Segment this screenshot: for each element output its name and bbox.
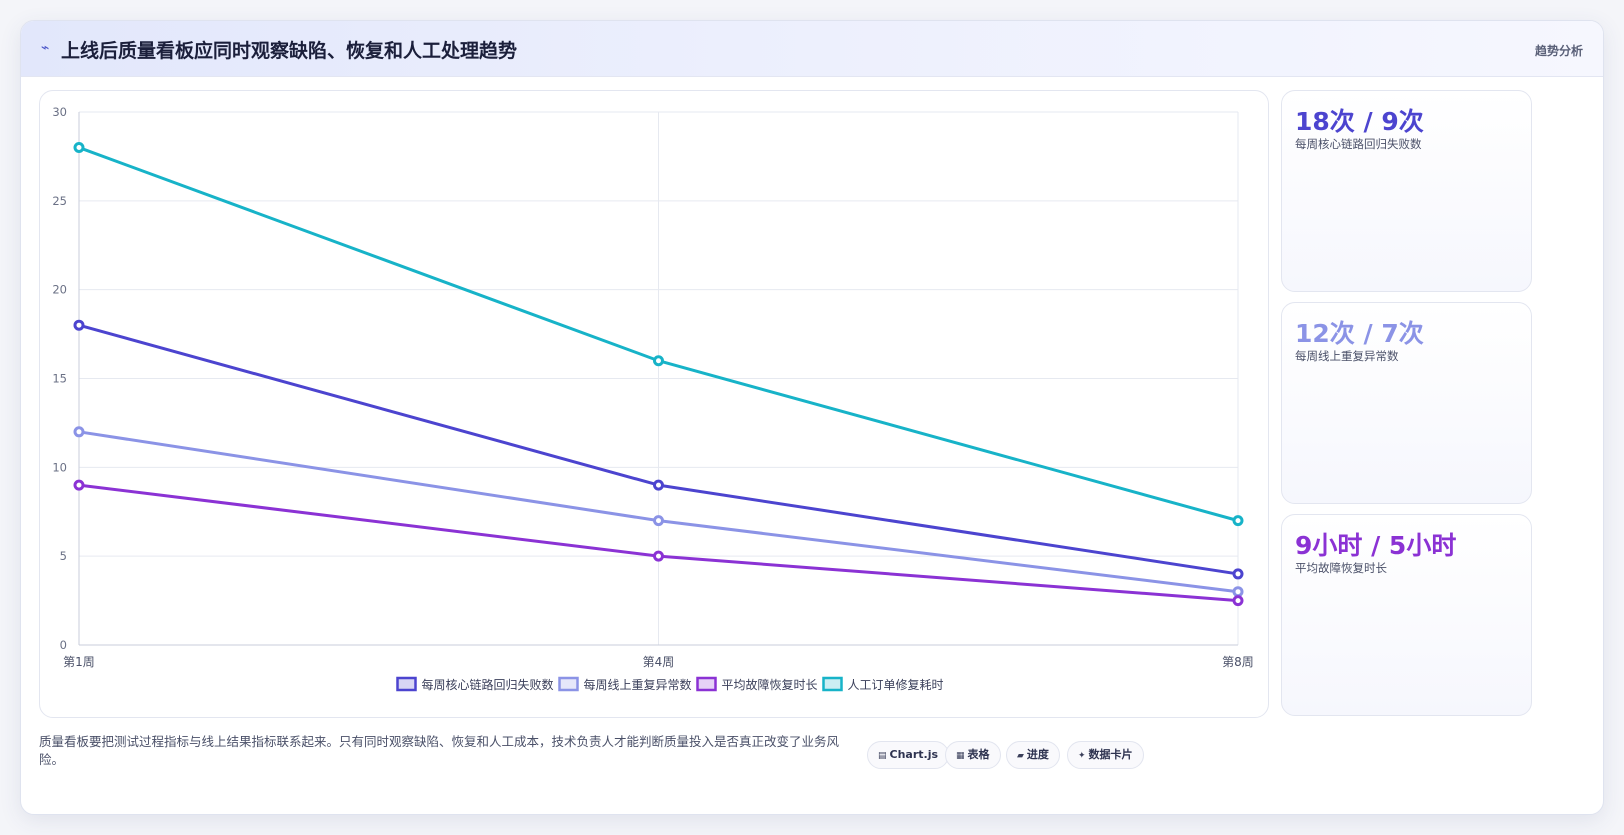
data-point xyxy=(1232,568,1244,580)
data-point xyxy=(653,355,664,367)
x-tick-label: 第8周 xyxy=(1222,655,1254,669)
legend-label: 平均故障恢复时长 xyxy=(722,677,818,692)
dashboard-card: ⌁ 上线后质量看板应同时观察缺陷、恢复和人工处理趋势 趋势分析 0 5 10 15 20… xyxy=(20,20,1604,815)
sparkle-icon: ✦ xyxy=(1078,751,1086,761)
chip-label: 表格 xyxy=(967,748,990,761)
y-tick-label: 15 xyxy=(52,372,67,386)
legend-swatch xyxy=(558,676,579,692)
table-icon: ▦ xyxy=(956,751,965,761)
chip-label: 数据卡片 xyxy=(1088,748,1133,761)
legend-swatch xyxy=(396,676,417,692)
x-tick-label: 第1周 xyxy=(63,655,95,669)
y-tick-label: 20 xyxy=(52,283,67,297)
chart-panel: 0 5 10 15 20 25 30 第1周 第4周 第8周每周核心链路回归失败数 每周线上重复异常… xyxy=(39,90,1269,718)
data-point xyxy=(1232,586,1244,598)
card-header: ⌁ 上线后质量看板应同时观察缺陷、恢复和人工处理趋势 趋势分析 xyxy=(21,21,1603,77)
kpi-value: 9小时 / 5小时 xyxy=(1295,531,1457,560)
progress-icon: ▰ xyxy=(1017,751,1024,761)
kpi-card-regression-failures: 18次 / 9次 每周核心链路回归失败数 xyxy=(1281,90,1532,292)
y-tick-label: 10 xyxy=(52,460,67,474)
data-point xyxy=(73,142,85,154)
data-point xyxy=(653,550,664,562)
chip-label: 进度 xyxy=(1026,748,1049,761)
data-point xyxy=(73,319,85,331)
data-point xyxy=(1232,515,1244,527)
trend-analysis-tag: 趋势分析 xyxy=(1534,44,1583,58)
kpi-label: 平均故障恢复时长 xyxy=(1295,561,1387,575)
y-tick-label: 25 xyxy=(52,194,67,208)
data-point xyxy=(1232,595,1244,607)
legend-label: 每周核心链路回归失败数 xyxy=(422,677,554,692)
data-point xyxy=(653,515,664,527)
legend-label: 人工订单修复耗时 xyxy=(848,677,944,692)
legend-swatch xyxy=(822,676,843,692)
kpi-value: 18次 / 9次 xyxy=(1295,107,1424,136)
kpi-card-recovery-time: 9小时 / 5小时 平均故障恢复时长 xyxy=(1281,514,1532,716)
chip-data-cards[interactable]: ✦ 数据卡片 xyxy=(1067,741,1144,769)
chart-icon: ▤ xyxy=(878,751,887,761)
chip-progress[interactable]: ▰ 进度 xyxy=(1006,741,1060,769)
chip-chartjs[interactable]: ▤ Chart.js xyxy=(867,741,950,769)
data-point xyxy=(653,479,664,491)
legend-label: 每周线上重复异常数 xyxy=(584,677,692,692)
y-tick-label: 30 xyxy=(52,105,67,119)
footnote-text: 质量看板要把测试过程指标与线上结果指标联系起来。只有同时观察缺陷、恢复和人工成本… xyxy=(39,734,840,767)
x-tick-label: 第4周 xyxy=(643,655,675,669)
y-tick-label: 0 xyxy=(60,638,67,652)
kpi-card-repeat-exceptions: 12次 / 7次 每周线上重复异常数 xyxy=(1281,302,1532,504)
bolt-icon: ⌁ xyxy=(41,40,50,56)
legend-swatch xyxy=(696,676,717,692)
chip-table[interactable]: ▦ 表格 xyxy=(945,741,1001,769)
data-point xyxy=(73,479,85,491)
data-point xyxy=(73,426,85,438)
kpi-label: 每周线上重复异常数 xyxy=(1295,349,1399,363)
chip-label: Chart.js xyxy=(889,748,939,761)
kpi-label: 每周核心链路回归失败数 xyxy=(1295,137,1422,151)
y-tick-label: 5 xyxy=(60,549,67,563)
page-title: 上线后质量看板应同时观察缺陷、恢复和人工处理趋势 xyxy=(61,40,518,62)
kpi-value: 12次 / 7次 xyxy=(1295,319,1424,348)
